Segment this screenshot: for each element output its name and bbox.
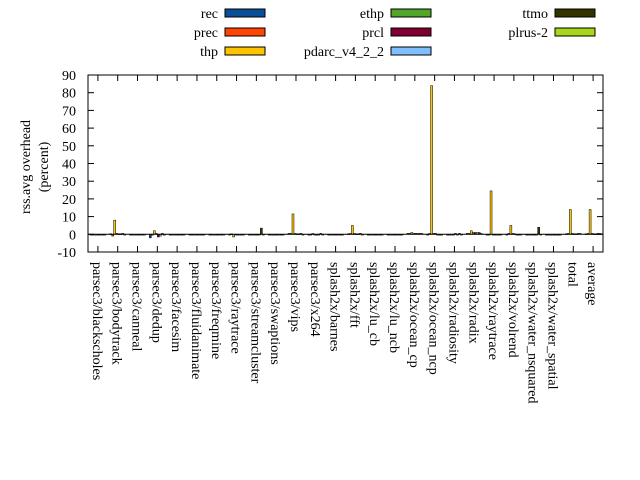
legend-swatch-thp bbox=[224, 46, 266, 56]
x-tick-label: parsec3/dedup bbox=[148, 262, 163, 343]
x-tick-label: splash2x/fft bbox=[346, 262, 361, 328]
x-tick-label: parsec3/fluidanimate bbox=[188, 262, 203, 379]
legend-swatch-prec bbox=[224, 27, 266, 37]
x-tick-label: parsec3/facesim bbox=[168, 262, 183, 352]
bar-thp bbox=[351, 225, 354, 235]
x-tick-label: parsec3/freqmine bbox=[208, 262, 223, 359]
y-tick-label: 20 bbox=[62, 193, 76, 208]
y-tick-label: 0 bbox=[69, 228, 76, 243]
y-tick-label: 10 bbox=[62, 211, 76, 226]
bar-ttmo bbox=[537, 226, 540, 235]
legend-swatch-ethp bbox=[390, 8, 432, 18]
y-tick-label: -10 bbox=[57, 246, 76, 261]
x-tick-label: splash2x/raytrace bbox=[485, 262, 500, 360]
y-axis-label: rss.avg overhead (percent) bbox=[19, 120, 52, 214]
x-tick-label: splash2x/ocean_ncp bbox=[426, 262, 441, 375]
bar-rec bbox=[149, 234, 152, 239]
x-tick-label: splash2x/ocean_cp bbox=[406, 262, 421, 368]
axes: parsec3/blackscholes parsec3/bodytrack par… bbox=[57, 69, 604, 404]
x-tick-label: parsec3/bodytrack bbox=[109, 262, 124, 365]
y-axis-label-line1: rss.avg overhead bbox=[19, 120, 34, 214]
bar-ttmo bbox=[260, 227, 263, 235]
legend-swatch-prcl bbox=[390, 27, 432, 37]
y-tick-label: 80 bbox=[62, 87, 76, 102]
y-axis-label-line2: (percent) bbox=[37, 141, 52, 192]
bars bbox=[89, 85, 602, 239]
plot-frame bbox=[87, 74, 604, 253]
legend-label-rec: rec bbox=[201, 7, 218, 22]
legend-swatch-rec bbox=[224, 8, 266, 18]
legend-swatch-ttmo bbox=[554, 8, 596, 18]
y-tick-label: 50 bbox=[62, 140, 76, 155]
bar-thp bbox=[509, 225, 513, 235]
y-tick-label: 60 bbox=[62, 122, 76, 137]
legend-label-ethp: ethp bbox=[360, 7, 384, 22]
legend-label-thp: thp bbox=[200, 45, 218, 60]
bar-thp bbox=[113, 219, 116, 235]
x-tick-label: splash2x/barnes bbox=[327, 262, 342, 351]
x-tick-label: splash2x/lu_cb bbox=[366, 262, 381, 346]
bar-thp bbox=[569, 209, 572, 235]
x-tick-label: splash2x/water_nsquared bbox=[525, 262, 540, 404]
legend-swatch-plrus-2 bbox=[554, 27, 596, 37]
bar-thp bbox=[470, 230, 473, 235]
bar-thp bbox=[430, 85, 433, 235]
x-tick-label: parsec3/streamcluster bbox=[247, 262, 262, 384]
x-tick-label: splash2x/radiosity bbox=[445, 262, 460, 364]
x-tick-label: parsec3/x264 bbox=[307, 262, 322, 337]
bar-thp bbox=[588, 209, 592, 235]
y-tick-label: 30 bbox=[62, 175, 76, 190]
legend-label-pdarc_v4_2_2: pdarc_v4_2_2 bbox=[304, 45, 384, 60]
x-tick-label: splash2x/volrend bbox=[505, 262, 520, 358]
y-tick-label: 90 bbox=[62, 69, 76, 84]
legend: rec prec thp ethp prcl pdarc_v4_2_2 ttmo plrus-… bbox=[194, 7, 596, 60]
x-tick-label: splash2x/water_spatial bbox=[544, 262, 559, 390]
x-tick-label: parsec3/canneal bbox=[129, 262, 144, 351]
legend-swatch-pdarc_v4_2_2 bbox=[390, 46, 432, 56]
x-tick-label: average bbox=[584, 262, 599, 306]
legend-label-prec: prec bbox=[194, 26, 218, 41]
y-tick-label: 40 bbox=[62, 158, 76, 173]
x-tick-label: parsec3/blackscholes bbox=[89, 262, 104, 380]
bar-thp bbox=[153, 230, 156, 235]
x-tick-label: parsec3/raytrace bbox=[228, 262, 243, 354]
x-tick-label: total bbox=[564, 262, 579, 287]
bar-thp bbox=[291, 213, 295, 235]
legend-label-plrus-2: plrus-2 bbox=[508, 26, 548, 41]
x-tick-label: splash2x/lu_ncb bbox=[386, 262, 401, 353]
legend-label-ttmo: ttmo bbox=[522, 7, 548, 22]
bar-thp bbox=[489, 190, 493, 235]
x-tick-label: splash2x/radix bbox=[465, 262, 480, 344]
x-tick-label: parsec3/vips bbox=[287, 262, 302, 332]
y-tick-label: 70 bbox=[62, 104, 76, 119]
x-tick-label: parsec3/swaptions bbox=[267, 262, 282, 365]
legend-label-prcl: prcl bbox=[362, 26, 384, 41]
